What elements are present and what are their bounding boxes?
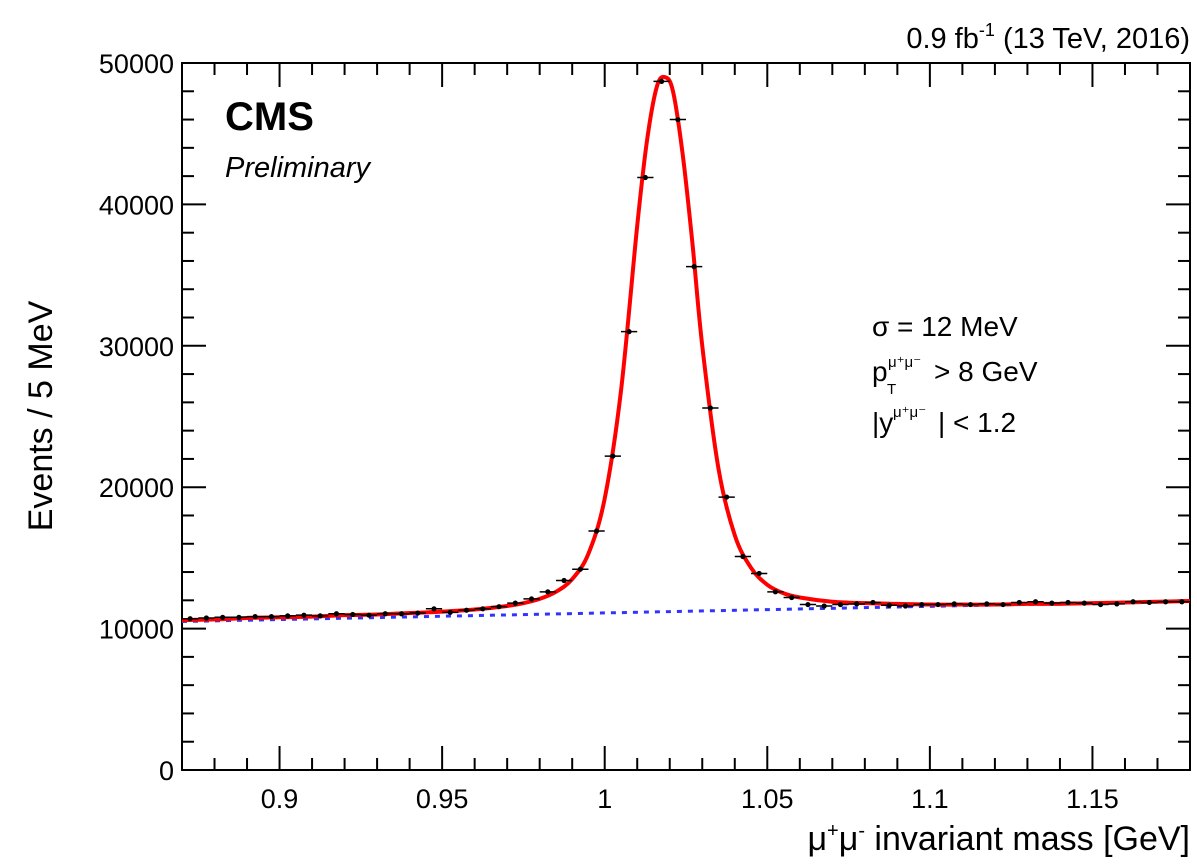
data-point: [767, 589, 784, 595]
data-point: [393, 611, 410, 617]
x-axis-tick-labels: 0.9 0.95 1 1.05 1.1 1.15: [261, 784, 1119, 814]
data-point: [328, 611, 345, 617]
data-point: [377, 611, 394, 617]
data-point: [490, 604, 508, 610]
data-point: [474, 606, 491, 612]
data-point: [816, 603, 833, 609]
y-cut: | < 1.2: [938, 407, 1016, 438]
data-point: [978, 601, 995, 607]
data-point: [1108, 601, 1125, 607]
data-point: [653, 78, 670, 84]
experiment-label: CMS: [225, 95, 314, 139]
y-tick-label: 10000: [99, 615, 174, 645]
data-point: [230, 614, 248, 620]
status-label: Preliminary: [225, 152, 372, 184]
data-point: [783, 594, 800, 601]
x-axis-ticks: [181, 63, 1191, 770]
data-point: [409, 610, 426, 616]
data-point: [279, 613, 296, 619]
y-tick-label: 20000: [99, 473, 174, 503]
data-point: [458, 607, 475, 613]
x-axis-title: μ+μ- invariant mass [GeV]: [807, 820, 1190, 858]
y-axis-tick-labels: 0 10000 20000 30000 40000 50000: [99, 49, 174, 786]
data-point: [620, 329, 638, 335]
y-superscript: μ⁺μ⁻: [893, 404, 926, 421]
data-point: [832, 601, 849, 608]
y-base: |y: [872, 407, 893, 438]
data-point: [312, 613, 329, 619]
data-point: [686, 264, 703, 270]
data-point: [734, 553, 752, 560]
data-point: [1173, 599, 1190, 605]
data-point: [669, 116, 686, 123]
data-point: [425, 606, 443, 612]
data-point: [247, 613, 264, 620]
data-point: [1027, 599, 1044, 605]
x-tick-label: 0.9: [261, 784, 299, 814]
x-tick-label: 1.1: [911, 784, 949, 814]
plot-frame: [181, 62, 1191, 771]
data-point: [848, 601, 865, 607]
x-tick-label: 1.15: [1066, 784, 1119, 814]
y-axis-ticks: [182, 62, 1190, 771]
rapidity-annotation: |y μ⁺μ⁻ | < 1.2: [872, 404, 1016, 438]
data-point: [539, 589, 556, 595]
data-point: [182, 616, 199, 622]
y-tick-label: 40000: [99, 190, 174, 220]
data-points-layer: [182, 78, 1190, 622]
data-point: [946, 601, 963, 607]
data-point: [718, 494, 735, 500]
data-point: [1157, 599, 1174, 605]
data-point: [555, 577, 573, 584]
data-point: [929, 601, 947, 608]
y-tick-label: 0: [159, 756, 174, 786]
data-point: [897, 603, 914, 609]
data-point: [1076, 600, 1093, 606]
pt-subscript: T: [887, 381, 896, 398]
x-tick-label: 1.05: [741, 784, 794, 814]
data-point: [507, 600, 524, 606]
data-point: [588, 528, 605, 534]
lumi-label: 0.9 fb-1 (13 TeV, 2016): [906, 20, 1190, 55]
data-point: [881, 602, 898, 608]
data-point: [751, 570, 768, 577]
data-point: [1011, 599, 1028, 606]
data-point: [1141, 599, 1158, 606]
data-point: [994, 601, 1012, 608]
y-axis-title: Events / 5 MeV: [22, 300, 60, 531]
data-point: [360, 612, 378, 618]
data-point: [913, 601, 930, 608]
data-point: [1059, 599, 1077, 606]
data-point: [572, 566, 589, 572]
pt-cut: > 8 GeV: [934, 356, 1038, 387]
data-point: [962, 601, 979, 608]
pt-superscript: μ⁺μ⁻: [888, 354, 921, 371]
sigma-annotation: σ = 12 MeV: [872, 311, 1018, 342]
data-point: [1043, 600, 1060, 606]
data-point: [1124, 599, 1142, 605]
y-tick-label: 50000: [99, 49, 174, 79]
data-point: [702, 405, 719, 411]
pt-base: p: [872, 356, 888, 387]
data-point: [198, 615, 215, 621]
x-tick-label: 0.95: [416, 784, 469, 814]
data-point: [523, 596, 540, 602]
data-point: [263, 613, 280, 620]
data-point: [1092, 601, 1109, 608]
data-point: [604, 453, 621, 459]
x-tick-label: 1: [597, 784, 612, 814]
data-point: [864, 599, 882, 606]
data-point: [799, 601, 817, 608]
y-tick-label: 30000: [99, 332, 174, 362]
data-point: [442, 609, 459, 615]
data-point: [344, 611, 361, 618]
data-point: [214, 614, 231, 620]
data-point: [295, 612, 313, 618]
pt-annotation: p μ⁺μ⁻ T > 8 GeV: [872, 354, 1038, 398]
data-point: [637, 174, 654, 181]
